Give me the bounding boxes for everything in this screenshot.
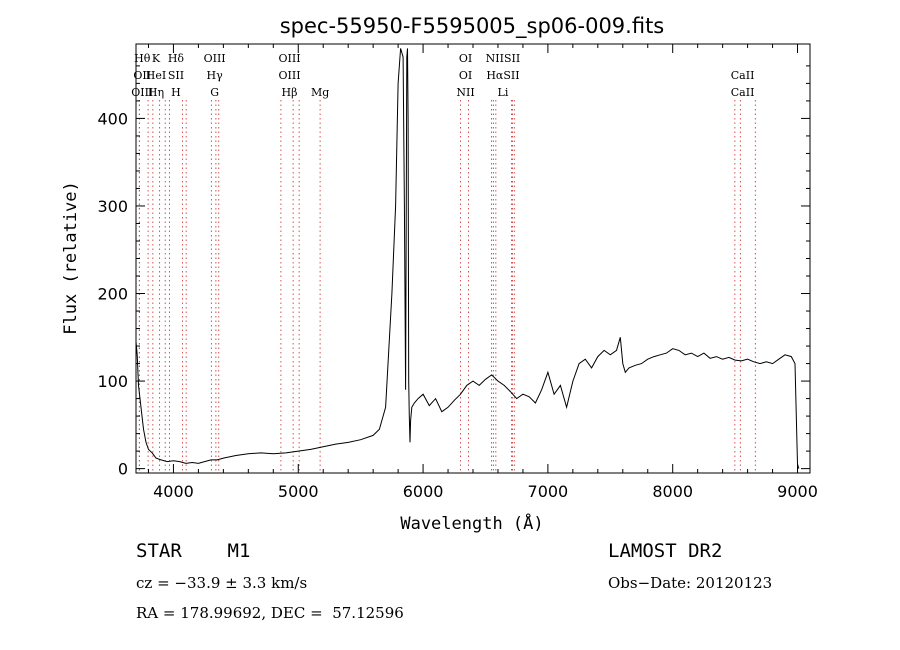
coordinates-readout: RA = 178.99692, DEC = 57.12596 xyxy=(136,604,404,622)
y-tick-label: 100 xyxy=(97,372,128,391)
spectral-line-label: OI xyxy=(459,69,472,82)
y-axis: 0 100 200 300 400 xyxy=(97,65,810,479)
spectral-line-label: Hβ xyxy=(282,86,298,99)
x-tick-label: 8000 xyxy=(652,482,693,501)
spectral-line-label: Hθ xyxy=(134,52,151,65)
spectral-line-label: SII xyxy=(168,69,184,82)
redshift-readout: cz = −33.9 ± 3.3 km/s xyxy=(136,574,308,592)
y-tick-label: 300 xyxy=(97,197,128,216)
spectral-line-label: G xyxy=(210,86,219,99)
spectral-line-markers xyxy=(138,100,756,473)
spectral-line-label: OII xyxy=(133,69,151,82)
x-axis-label: Wavelength (Å) xyxy=(400,512,543,534)
spectral-line-label: Hη xyxy=(148,86,164,99)
y-axis-label: Flux (relative) xyxy=(61,181,81,335)
spectral-line-label: OI xyxy=(459,52,472,65)
x-tick-label: 7000 xyxy=(528,482,569,501)
y-tick-label: 400 xyxy=(97,109,128,128)
spectral-line-label: H xyxy=(171,86,181,99)
y-tick-label: 0 xyxy=(118,460,128,479)
spectral-line-label: Hδ xyxy=(168,52,185,65)
spectral-line-label: HαSII xyxy=(486,69,519,82)
plot-frame xyxy=(135,43,811,474)
x-tick-label: 4000 xyxy=(153,482,194,501)
spectrum-line xyxy=(135,48,800,469)
x-tick-label: 6000 xyxy=(403,482,444,501)
spectral-line-label: HeI xyxy=(146,69,166,82)
spectral-line-label: CaII xyxy=(731,69,755,82)
spectral-line-labels: Hθ OII OIII K HeI Hη Hδ SII H OIII Hγ G OIII OIII Hβ Mg… xyxy=(131,52,754,99)
x-tick-label: 5000 xyxy=(278,482,319,501)
spectral-line-label: CaII xyxy=(731,86,755,99)
spectral-line-label: NII xyxy=(456,86,474,99)
spectral-line-label: OIII xyxy=(278,52,300,65)
survey-name: LAMOST DR2 xyxy=(608,540,723,562)
y-tick-label: 200 xyxy=(97,285,128,304)
observation-date: Obs−Date: 20120123 xyxy=(608,574,773,592)
spectral-line-label: OIII xyxy=(131,86,153,99)
x-axis: 4000 5000 6000 7000 8000 9000 xyxy=(147,44,818,501)
x-tick-label: 9000 xyxy=(777,482,818,501)
spectral-line-label: OIII xyxy=(278,69,300,82)
spectral-line-label: OIII xyxy=(204,52,226,65)
spectral-line-label: K xyxy=(152,52,161,65)
spectral-line-label: Mg xyxy=(311,86,329,99)
spectral-line-label: Hγ xyxy=(207,69,224,82)
chart-title: spec-55950-F5595005_sp06-009.fits xyxy=(280,14,665,39)
spectral-line-label: NIISII xyxy=(486,52,521,65)
spectral-line-label: Li xyxy=(498,86,509,99)
object-class: STAR M1 xyxy=(136,540,251,562)
